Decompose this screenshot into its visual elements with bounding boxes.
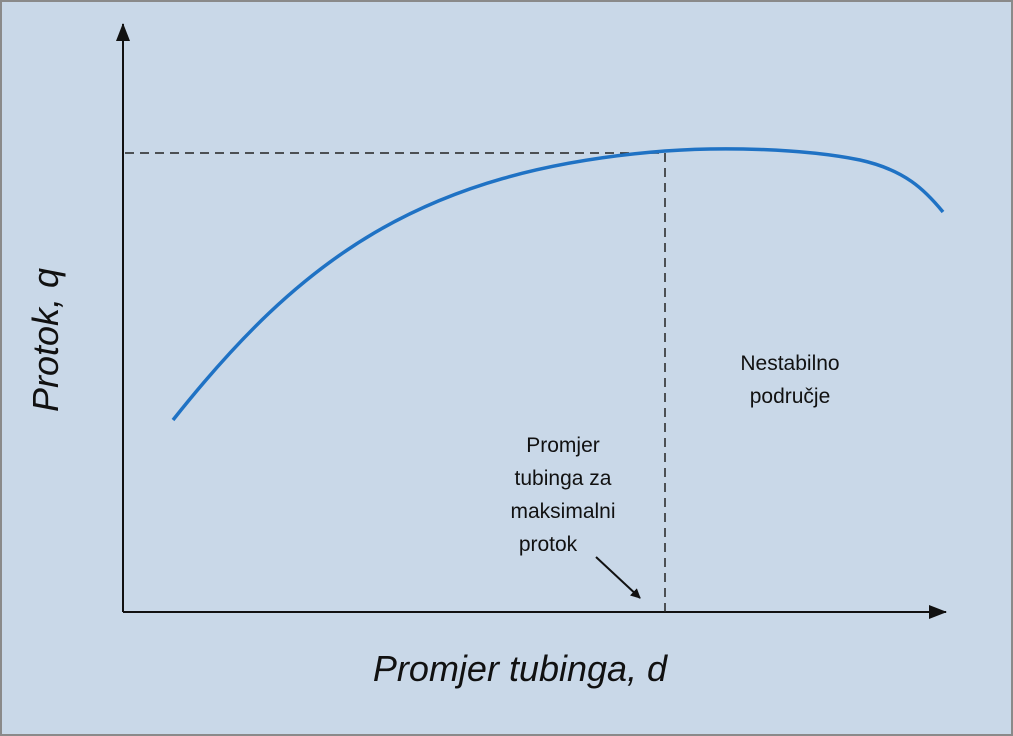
x-axis-label: Promjer tubinga, d [373,648,668,689]
region-label: područje [750,385,831,408]
optimum-label: maksimalni [510,500,615,523]
optimum-label: Promjer [526,434,600,457]
optimum-label: tubinga za [515,467,612,490]
region-label: Nestabilno [740,352,839,375]
y-axis-label: Protok, q [25,268,66,412]
optimum-label: protok [519,533,578,556]
flow-curve [171,147,945,422]
annotation-arrow [595,556,641,599]
